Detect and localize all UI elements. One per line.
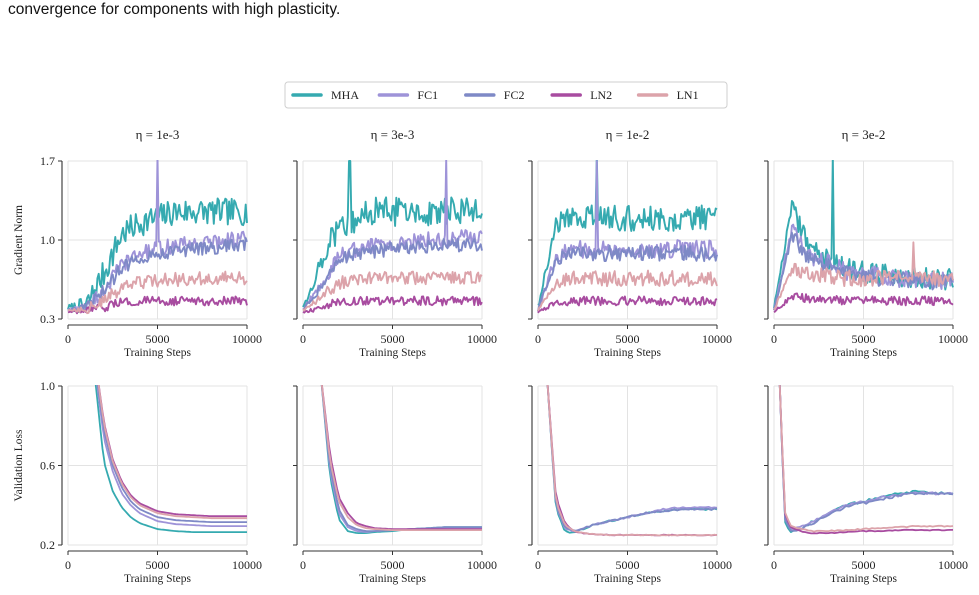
x-tick-label: 10000 xyxy=(232,558,262,572)
panel-1-2: 0 5000 10000 Training Steps xyxy=(528,385,732,585)
panel-title: η = 1e-3 xyxy=(136,127,180,142)
x-tick-label: 5000 xyxy=(852,558,876,572)
series-line-ln1 xyxy=(773,241,954,311)
series-line-fc2 xyxy=(96,385,247,523)
panel-0-1: 0 5000 10000 Training Steps η = 3e-3 xyxy=(293,127,497,359)
series-line-ln2 xyxy=(773,292,954,313)
legend-label-fc1: FC1 xyxy=(417,88,438,102)
series-group xyxy=(773,160,954,313)
series-group xyxy=(778,385,954,535)
panel-1-0: 0 5000 10000 0.2 0.6 1.0 Training Steps Validat… xyxy=(13,379,262,585)
x-axis-label: Training Steps xyxy=(124,347,192,359)
series-line-ln1 xyxy=(537,269,718,312)
y-tick-label: 1.7 xyxy=(40,154,55,168)
x-tick-label: 10000 xyxy=(467,332,497,346)
panel-1-3: 0 5000 10000 Training Steps xyxy=(764,385,968,585)
series-line-mha xyxy=(537,160,718,306)
legend-label-mha: MHA xyxy=(331,88,359,102)
series-line-ln1 xyxy=(68,270,248,315)
series-line-ln2 xyxy=(67,295,248,315)
x-tick-label: 5000 xyxy=(146,558,170,572)
x-axis-label: Training Steps xyxy=(830,573,898,585)
x-tick-label: 5000 xyxy=(381,332,405,346)
x-tick-label: 5000 xyxy=(616,558,640,572)
x-tick-label: 0 xyxy=(771,332,777,346)
x-tick-label: 0 xyxy=(65,558,71,572)
y-tick-label: 0.3 xyxy=(40,312,55,326)
series-line-ln1 xyxy=(320,385,482,531)
series-line-fc1 xyxy=(778,385,954,531)
series-line-ln2 xyxy=(546,385,718,537)
x-axis-label: Training Steps xyxy=(359,573,427,585)
series-line-ln1 xyxy=(546,385,718,537)
x-tick-label: 10000 xyxy=(702,558,732,572)
series-line-ln1 xyxy=(97,385,247,520)
series-line-ln1 xyxy=(778,385,954,533)
legend-label-ln1: LN1 xyxy=(677,88,699,102)
series-line-mha xyxy=(302,160,483,308)
series-line-fc2 xyxy=(67,237,248,313)
series-group xyxy=(67,160,248,315)
panel-0-2: 0 5000 10000 Training Steps η = 1e-2 xyxy=(528,127,732,359)
series-group xyxy=(320,385,482,534)
x-tick-label: 5000 xyxy=(616,332,640,346)
series-line-fc1 xyxy=(67,160,248,313)
x-tick-label: 5000 xyxy=(146,332,170,346)
series-line-ln2 xyxy=(778,385,953,535)
series-line-ln2 xyxy=(321,385,482,530)
legend-label-ln2: LN2 xyxy=(590,88,612,102)
series-line-ln2 xyxy=(302,295,483,314)
series-line-mha xyxy=(94,385,247,533)
y-axis-label: Validation Loss xyxy=(13,429,25,501)
x-tick-label: 10000 xyxy=(938,332,968,346)
x-tick-label: 0 xyxy=(300,558,306,572)
y-tick-label: 0.6 xyxy=(40,459,55,473)
x-tick-label: 0 xyxy=(300,332,306,346)
x-tick-label: 0 xyxy=(535,558,541,572)
x-tick-label: 10000 xyxy=(938,558,968,572)
x-tick-label: 5000 xyxy=(381,558,405,572)
series-line-fc2 xyxy=(537,244,718,312)
x-tick-label: 0 xyxy=(535,332,541,346)
x-axis-label: Training Steps xyxy=(594,347,662,359)
series-line-fc2 xyxy=(302,237,483,311)
x-axis-label: Training Steps xyxy=(124,573,192,585)
panel-title: η = 3e-3 xyxy=(371,127,415,142)
series-group xyxy=(302,160,483,314)
y-tick-label: 1.0 xyxy=(40,379,55,393)
panel-title: η = 3e-2 xyxy=(842,127,886,142)
series-group xyxy=(537,160,718,314)
series-line-mha xyxy=(778,385,954,533)
series-line-ln2 xyxy=(537,295,718,314)
x-axis-label: Training Steps xyxy=(359,347,427,359)
series-group xyxy=(546,385,718,537)
y-axis-label: Gradient Norm xyxy=(13,205,25,275)
x-tick-label: 0 xyxy=(771,558,777,572)
panel-title: η = 1e-2 xyxy=(606,127,650,142)
series-line-ln2 xyxy=(97,385,247,518)
series-line-ln1 xyxy=(302,270,483,312)
chart-panels: 0 5000 10000 0.3 1.0 1.7 Training Steps Gradien… xyxy=(13,127,968,585)
panel-0-3: 0 5000 10000 Training Steps η = 3e-2 xyxy=(764,127,968,359)
x-tick-label: 0 xyxy=(65,332,71,346)
legend-label-fc2: FC2 xyxy=(504,88,525,102)
panel-0-0: 0 5000 10000 0.3 1.0 1.7 Training Steps Gradien… xyxy=(13,127,262,359)
y-tick-label: 0.2 xyxy=(40,538,55,552)
x-axis-label: Training Steps xyxy=(594,573,662,585)
series-group xyxy=(94,385,247,533)
figure-caption: convergence for components with high pla… xyxy=(8,1,341,18)
y-tick-label: 1.0 xyxy=(40,233,55,247)
series-line-fc1 xyxy=(96,385,247,527)
x-tick-label: 5000 xyxy=(852,332,876,346)
series-line-fc2 xyxy=(778,385,954,532)
x-tick-label: 10000 xyxy=(702,332,732,346)
legend: MHA FC1 FC2 LN2 LN1 xyxy=(284,81,728,109)
panel-1-1: 0 5000 10000 Training Steps xyxy=(293,385,497,585)
x-tick-label: 10000 xyxy=(467,558,497,572)
x-tick-label: 10000 xyxy=(232,332,262,346)
legend-box xyxy=(284,81,728,109)
x-axis-label: Training Steps xyxy=(830,347,898,359)
